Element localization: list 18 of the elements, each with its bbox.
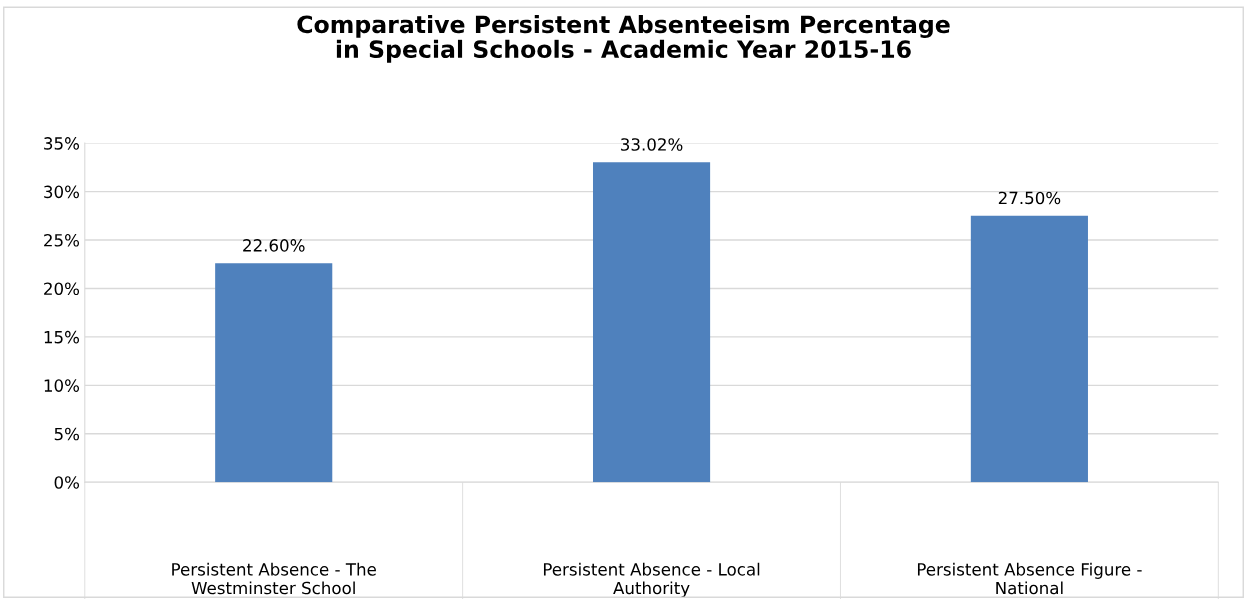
y-tick-label: 10% bbox=[44, 379, 80, 392]
x-tick-label: Persistent Absence - Local Authority bbox=[543, 562, 760, 598]
y-tick-label: 30% bbox=[44, 185, 80, 199]
x-tick-label: Persistent Absence - The Westminster School bbox=[172, 562, 376, 595]
chart-title: Comparative Persistent Absenteeism Percentage in Special Schools - Academic Year 2015-16 bbox=[297, 14, 950, 63]
bar bbox=[970, 215, 1088, 483]
data-label: 27.50% bbox=[998, 191, 1061, 205]
x-tick-label: Persistent Absence Figure - National bbox=[917, 562, 1142, 595]
y-tick-label: 20% bbox=[44, 282, 80, 296]
y-tick-label: 15% bbox=[44, 330, 80, 344]
bar bbox=[215, 263, 333, 483]
data-label: 33.02% bbox=[621, 138, 683, 151]
y-tick-label: 35% bbox=[44, 137, 80, 150]
y-tick-label: 0% bbox=[54, 476, 80, 489]
bar bbox=[592, 162, 711, 483]
data-label: 22.60% bbox=[243, 239, 305, 252]
y-tick-label: 25% bbox=[44, 233, 80, 247]
y-tick-label: 5% bbox=[54, 427, 80, 441]
